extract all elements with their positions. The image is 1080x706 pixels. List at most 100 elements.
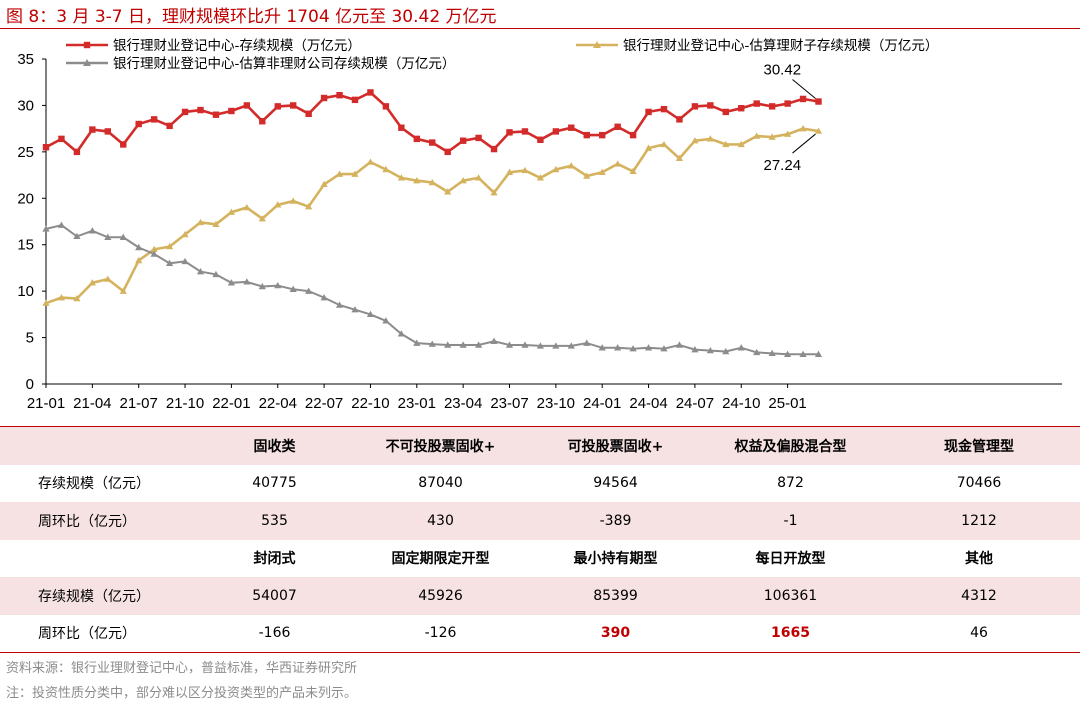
data-point [150,116,158,123]
data-point [521,341,529,348]
y-tick-label: 25 [17,144,34,161]
data-point [583,339,591,346]
data-point [815,98,822,105]
data-point [181,230,189,238]
table-header-cell: 固收类 [196,427,353,465]
data-point [753,132,761,139]
data-point [89,126,96,133]
data-point [73,148,81,156]
table-row: 周环比（亿元） -166 -126 390 1665 46 [0,615,1080,653]
data-point [707,102,714,109]
data-point [104,233,112,240]
data-point [366,310,375,318]
table-header-cell: 封闭式 [253,551,296,568]
data-point [73,232,81,240]
table-row-label: 存续规模（亿元） [0,577,196,615]
data-point [289,197,297,204]
table-cell: -1 [703,502,878,540]
y-tick-label: 10 [17,283,34,300]
table-cell: 94564 [593,475,638,492]
data-point [274,281,282,289]
legend-item: 银行理财业登记中心-估算理财子存续规模（万亿元） [576,38,938,54]
table-row: 周环比（亿元） 535 430 -389 -1 1212 [0,502,1080,540]
data-point [227,208,235,215]
annotation-leader [792,79,816,99]
data-point [691,103,699,110]
legend-swatch-marker [83,59,91,66]
data-point [552,342,560,349]
data-point [490,189,498,196]
data-point [42,299,50,306]
data-point [227,279,235,286]
data-point [537,136,544,143]
data-point [181,108,189,116]
table-row: 存续规模（亿元） 40775 87040 94564 872 70466 [0,465,1080,503]
data-point [120,141,127,148]
data-point [583,131,590,139]
data-point [397,330,405,337]
table-row: 存续规模（亿元） 54007 45926 85399 106361 4312 [0,577,1080,615]
data-point [475,174,483,181]
product-scale-table: 固收类 不可投股票固收+ 可投股票固收+ 权益及偏股混合型 现金管理型 存续规模… [0,427,1080,652]
data-point [382,103,390,110]
data-point [629,131,637,139]
data-point [320,180,328,188]
table-header-cell: 权益及偏股混合型 [703,427,878,465]
data-point [413,135,420,143]
x-tick-label: 21-04 [73,395,111,412]
data-point [660,140,668,148]
data-point [722,140,730,148]
x-tick-label: 23-04 [444,395,482,412]
table-row-label: 周环比（亿元） [0,502,196,540]
data-point [722,108,729,116]
data-point [552,128,560,135]
data-point [428,340,436,347]
table-cell: 54007 [196,577,353,615]
data-point [691,137,699,144]
data-point [645,108,652,116]
x-tick-label: 23-01 [398,395,436,412]
data-point [583,172,591,179]
data-point [351,306,359,313]
data-point [737,344,745,351]
chart-series [42,89,823,357]
data-point [305,287,313,294]
data-point [459,341,467,348]
data-point [104,275,112,282]
data-point [413,177,421,184]
data-point [335,170,344,177]
data-point [567,162,575,169]
data-point [675,154,684,162]
table-corner-cell [0,427,196,465]
series-1 [42,125,823,306]
data-point [119,287,127,294]
data-point [629,345,637,352]
table-cell: 106361 [703,577,878,615]
x-tick-label: 22-10 [351,395,389,412]
table-cell: -126 [424,625,457,642]
data-point [336,92,343,99]
data-point [814,350,823,357]
data-point [42,144,50,151]
x-tick-label: 21-01 [27,395,65,412]
data-point [475,341,483,348]
x-tick-label: 24-10 [722,395,760,412]
data-point [212,270,220,278]
data-point [753,100,760,107]
data-point [598,344,606,351]
data-point [614,160,622,167]
data-point [305,110,312,117]
data-point [753,348,761,356]
x-tick-label: 23-07 [490,395,528,412]
data-point [784,130,792,137]
data-point [691,346,699,353]
data-point [367,89,374,96]
x-tick-label: 23-10 [537,395,575,412]
annotation-label: 27.24 [764,157,802,174]
y-tick-label: 20 [17,190,34,207]
data-point [768,349,776,357]
series-line [45,127,819,305]
data-point [166,122,173,130]
data-point [320,294,328,301]
data-point [382,317,390,324]
